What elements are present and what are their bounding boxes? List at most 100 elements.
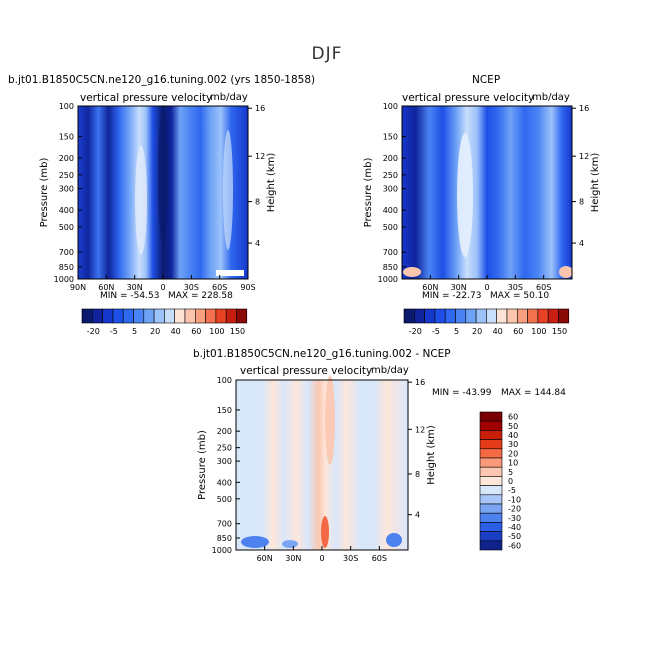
panel3-ytick-label: 1000	[212, 546, 232, 555]
panel2-xtick-label: 30N	[451, 283, 467, 292]
colorbar3-label: 10	[508, 459, 518, 468]
panel3-y2tick-label: 4	[415, 511, 420, 520]
colorbar1-cell	[143, 308, 155, 324]
panel3-hot-spot	[321, 516, 329, 548]
colorbar2-cell	[486, 308, 497, 324]
panel1-ytick-label: 100	[59, 102, 74, 111]
panel2-y2label: Height (km)	[590, 153, 601, 213]
panel1-core	[158, 105, 168, 245]
colorbar1-cell	[164, 308, 175, 324]
panel3-cold-mid	[282, 540, 298, 548]
colorbar3-label: -50	[508, 532, 521, 541]
panel3-cold-left	[241, 536, 269, 548]
panel1-y2tick-label: 16	[255, 104, 265, 113]
colorbar2-cell	[434, 308, 446, 324]
panel2-xtick-label: 30S	[508, 283, 523, 292]
colorbar3-cell	[479, 522, 503, 532]
panel1-ytick-label: 400	[59, 206, 74, 215]
panel1-ytick-label: 300	[59, 185, 74, 194]
colorbar1-cell	[133, 308, 145, 324]
colorbar3-label: -5	[508, 486, 516, 495]
panel1-y2label: Height (km)	[266, 153, 277, 213]
colorbar2-label: 40	[493, 327, 503, 336]
panel2-ytick-label: 100	[383, 102, 398, 111]
panel3-title: b.jt01.B1850C5CN.ne120_g16.tuning.002 - …	[193, 348, 451, 360]
colorbar1-cell	[236, 308, 248, 324]
panel3-y2tick-label: 8	[415, 470, 420, 479]
panel2-ytick-label: 500	[383, 223, 398, 232]
colorbar1-label: 5	[132, 327, 137, 336]
colorbar1-cell	[122, 308, 134, 324]
panel2-ytick-label: 1000	[378, 275, 398, 284]
colorbar2-cell	[506, 308, 518, 324]
colorbar3-cell	[479, 411, 503, 422]
panel3-ytick-label: 200	[217, 427, 232, 436]
colorbar2-cell	[403, 308, 415, 324]
panel3-xtick-label: 0	[319, 554, 324, 563]
panel3-ytick-label: 700	[217, 520, 232, 529]
colorbar3-cell	[479, 494, 503, 505]
colorbar1-cell	[81, 308, 93, 324]
colorbar3-label: 30	[508, 440, 518, 449]
panel2-plume	[457, 133, 473, 257]
colorbar1-label: 100	[209, 327, 224, 336]
panel1-xtick-label: 90S	[240, 283, 255, 292]
panel2-max: MAX = 50.10	[490, 291, 550, 301]
colorbar3-cell	[479, 512, 503, 523]
panel3-max: MAX = 144.84	[501, 388, 566, 398]
colorbar3-cell	[479, 540, 503, 551]
panel3-cold-right	[386, 533, 402, 547]
colorbar1-cell	[112, 308, 124, 324]
panel2-xtick-label: 60S	[536, 283, 551, 292]
colorbar3-cell	[479, 420, 503, 431]
colorbar2-label: 60	[513, 327, 523, 336]
colorbar1-cell	[215, 308, 227, 324]
panel1-xtick-label: 60S	[212, 283, 227, 292]
panel1-y2tick-label: 4	[255, 239, 260, 248]
colorbar3-label: 60	[508, 413, 518, 422]
panel2-title: NCEP	[472, 74, 501, 86]
colorbar2-label: -5	[432, 327, 440, 336]
colorbar3-label: -60	[508, 541, 521, 550]
panel1-ytick-label: 250	[59, 171, 74, 180]
colorbar1-cell	[153, 308, 165, 324]
colorbar1-label: 40	[171, 327, 181, 336]
colorbar3-label: 5	[508, 468, 513, 477]
colorbar2-cell	[424, 308, 436, 324]
panel3-ylabel: Pressure (mb)	[197, 430, 208, 500]
panel2-field	[402, 106, 572, 279]
panel2-xtick-label: 0	[484, 283, 489, 292]
panel2-variable: vertical pressure velocity	[402, 92, 535, 104]
colorbar3-cell	[479, 439, 503, 450]
panel1-feature	[223, 130, 233, 250]
colorbar3-cell	[479, 476, 503, 486]
colorbar3-label: 0	[508, 477, 513, 486]
colorbar2-cell	[475, 308, 487, 324]
panel3-y2label: Height (km)	[426, 425, 437, 485]
panel1-xtick-label: 30S	[184, 283, 199, 292]
colorbar1-cell	[184, 308, 196, 324]
colorbar2-cell	[496, 308, 508, 324]
colorbar1-label: 150	[230, 327, 245, 336]
panel3-xtick-label: 60N	[257, 554, 273, 563]
panel2-ytick-label: 700	[383, 248, 398, 257]
panel3-ytick-label: 100	[217, 376, 232, 385]
colorbar2-cell	[558, 308, 570, 324]
panel1-xtick-label: 0	[160, 283, 165, 292]
colorbar2-cell	[537, 308, 549, 324]
axes-layer: 100150200250300400500700850100016128490N…	[39, 102, 601, 563]
colorbar1-cell	[205, 308, 217, 324]
colorbar3-label: -20	[508, 505, 521, 514]
panel2-y2tick-label: 12	[579, 152, 589, 161]
colorbar1-cell	[174, 308, 186, 324]
panel1-ylabel: Pressure (mb)	[39, 158, 50, 228]
panel2-ytick-label: 250	[383, 171, 398, 180]
panel1-ytick-label: 850	[59, 263, 74, 272]
colorbar3-cell	[479, 457, 503, 468]
panel2-ytick-label: 150	[383, 132, 398, 141]
colorbar1-cell	[225, 308, 237, 324]
panel2-y2tick-label: 8	[579, 198, 584, 207]
colorbar1-label: -5	[110, 327, 118, 336]
panel3-xtick-label: 60S	[372, 554, 387, 563]
